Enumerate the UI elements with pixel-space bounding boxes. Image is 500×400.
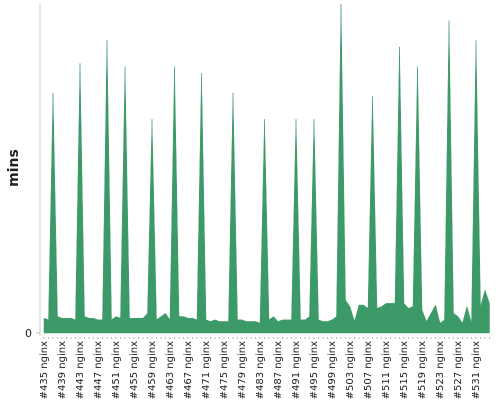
area (43, 3, 490, 334)
x-tick-label: #499 nginx (327, 341, 338, 399)
x-tick-label: #435 nginx (39, 341, 50, 399)
x-tick-label: #491 nginx (291, 341, 302, 399)
x-tick-label: #487 nginx (273, 341, 284, 399)
x-tick-label: #451 nginx (111, 341, 122, 399)
x-tick-label: #527 nginx (453, 341, 464, 399)
x-tick-label: #467 nginx (183, 341, 194, 399)
x-tick-label: #503 nginx (345, 341, 356, 399)
x-tick-label: #531 nginx (471, 341, 482, 399)
x-tick-label: #507 nginx (363, 341, 374, 399)
x-tick-label: #463 nginx (165, 341, 176, 399)
x-tick-label: #519 nginx (417, 341, 428, 399)
x-tick-label: #483 nginx (255, 341, 266, 399)
x-tick-label: #515 nginx (399, 341, 410, 399)
y-tick-label: 0 (25, 327, 32, 340)
x-tick-label: #471 nginx (201, 341, 212, 399)
x-tick-label: #455 nginx (129, 341, 140, 399)
x-tick-label: #523 nginx (435, 341, 446, 399)
x-tick-label: #479 nginx (237, 341, 248, 399)
x-tick-label: #443 nginx (75, 341, 86, 399)
x-tick-label: #475 nginx (219, 341, 230, 399)
x-tick-label: #495 nginx (309, 341, 320, 399)
x-tick-label: #459 nginx (147, 341, 158, 399)
x-tick-label: #439 nginx (57, 341, 68, 399)
y-axis-label: mins (6, 149, 22, 187)
x-tick-label: #447 nginx (93, 341, 104, 399)
x-tick-label: #511 nginx (381, 341, 392, 399)
